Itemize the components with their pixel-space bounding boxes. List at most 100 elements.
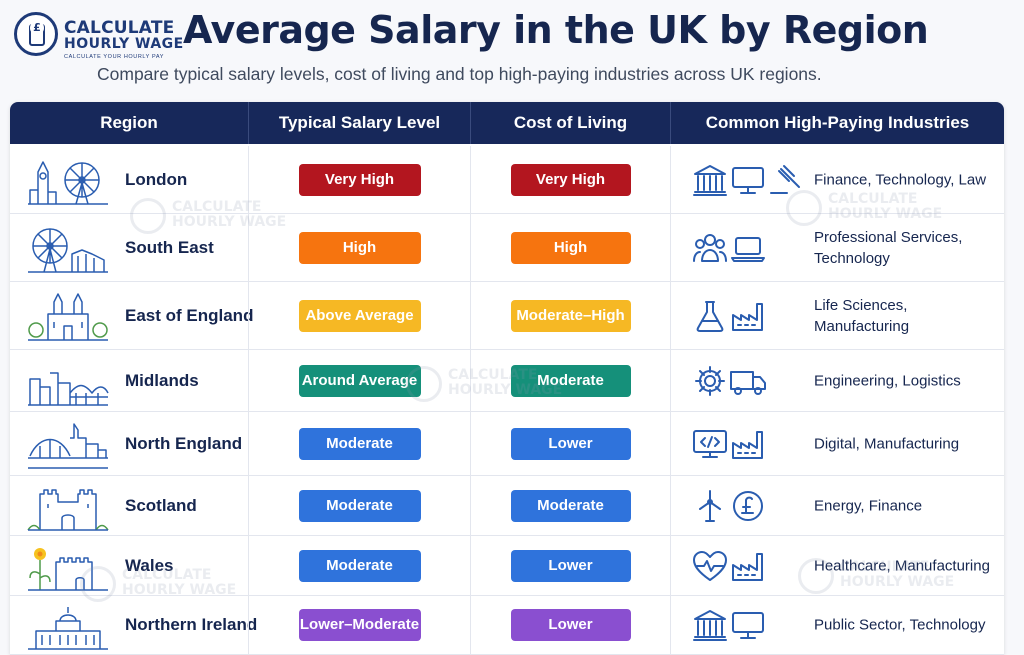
salary-level-cell: Around Average (248, 350, 470, 411)
column-header-industries: Common High-Paying Industries (670, 102, 1004, 144)
salary-level-badge: High (298, 231, 421, 264)
bank-icon (691, 608, 729, 642)
cost-of-living-cell: Moderate (470, 476, 670, 535)
column-header-region: Region (100, 113, 158, 132)
region-name: London (125, 169, 188, 189)
castle-icon (26, 478, 110, 534)
table-row-london: London Very High Very High Finance, Technol… (10, 146, 1004, 214)
ferris-wheel-cliffs-icon (26, 220, 110, 276)
table-row-northern-ireland: Northern Ireland Lower–Moderate Lower Publi… (10, 596, 1004, 655)
cost-of-living-badge: High (510, 231, 631, 264)
region-cell: East of England (10, 282, 253, 349)
cost-of-living-cell: High (470, 214, 670, 281)
parliament-building-icon (26, 597, 110, 653)
heart-pulse-icon (691, 549, 729, 583)
cost-of-living-cell: Very High (470, 146, 670, 213)
gavel-icon (767, 163, 805, 197)
cost-of-living-badge: Lower (510, 427, 631, 460)
industries-cell: Digital, Manufacturing (670, 412, 1004, 475)
flask-icon (691, 299, 729, 333)
region-name: North England (125, 433, 243, 453)
cost-of-living-badge: Very High (510, 163, 631, 196)
region-cell: Midlands (10, 350, 248, 411)
region-name: Scotland (125, 495, 197, 515)
region-name: Northern Ireland (125, 615, 258, 634)
cost-of-living-badge: Lower (510, 549, 631, 582)
salary-level-cell: Moderate (248, 536, 470, 595)
industries-text: Energy, Finance (814, 497, 923, 514)
brand-name-line1: CALCULATE (64, 18, 175, 38)
cost-of-living-cell: Moderate (470, 350, 670, 411)
factory-icon (729, 427, 767, 461)
industries-text: Life Sciences, Manufacturing (814, 296, 910, 335)
cost-of-living-cell: Moderate–High (470, 282, 670, 349)
region-cell: London (10, 146, 248, 213)
truck-icon (729, 364, 767, 398)
page-header: £ CALCULATE HOURLY WAGE CALCULATE YOUR H… (0, 0, 1024, 100)
monitor-icon (729, 163, 767, 197)
daffodil-castle-icon (26, 538, 110, 594)
region-cell: Scotland (10, 476, 248, 535)
salary-level-cell: Lower–Moderate (248, 596, 470, 654)
salary-level-badge: Very High (298, 163, 421, 196)
column-header-cost: Cost of Living (470, 102, 670, 144)
cost-of-living-cell: Lower (470, 412, 670, 475)
industries-text: Healthcare, Manufacturing (814, 557, 990, 574)
region-cell: Northern Ireland (10, 596, 257, 654)
page-title: Average Salary in the UK by Region (183, 8, 929, 52)
industries-text: Digital, Manufacturing (814, 435, 960, 452)
cost-of-living-cell: Lower (470, 536, 670, 595)
factory-icon (729, 299, 767, 333)
code-monitor-icon (691, 427, 729, 461)
salary-table: Region Typical Salary Level Cost of Livi… (10, 102, 1004, 655)
people-icon (691, 231, 729, 265)
industries-text: Public Sector, Technology (814, 616, 986, 634)
cost-of-living-badge: Lower (510, 609, 631, 641)
brand-tagline: CALCULATE YOUR HOURLY PAY (64, 54, 164, 60)
salary-level-cell: Very High (248, 146, 470, 213)
table-row-east-of-england: East of England Above Average Moderate–Hig… (10, 282, 1004, 350)
region-cell: South East (10, 214, 248, 281)
salary-level-badge: Moderate (298, 427, 421, 460)
salary-level-badge: Above Average (298, 299, 421, 332)
wind-turbine-icon (691, 489, 729, 523)
column-header-salary: Typical Salary Level (248, 102, 470, 144)
industries-cell: Finance, Technology, Law (670, 146, 1004, 213)
region-name: East of England (125, 305, 254, 325)
bank-icon (691, 163, 729, 197)
salary-level-badge: Around Average (298, 364, 421, 397)
salary-level-badge: Moderate (298, 549, 421, 582)
industries-cell: Life Sciences, Manufacturing (670, 282, 1004, 349)
tyne-bridge-skyline-icon (26, 416, 110, 472)
page-subtitle: Compare typical salary levels, cost of l… (97, 64, 822, 84)
table-row-midlands: Midlands Around Average Moderate Engineerin… (10, 350, 1004, 412)
industries-cell: Professional Services, Technology (670, 214, 1004, 281)
region-cell: North England (10, 412, 248, 475)
industries-text: Engineering, Logistics (814, 372, 961, 389)
salary-level-cell: Moderate (248, 412, 470, 475)
table-row-south-east: South East High High Professional Services,… (10, 214, 1004, 282)
brand-name-line2: HOURLY WAGE (64, 36, 184, 52)
laptop-icon (729, 231, 767, 265)
industries-cell: Public Sector, Technology (670, 596, 1004, 654)
salary-level-cell: Moderate (248, 476, 470, 535)
cost-of-living-cell: Lower (470, 596, 670, 654)
table-row-wales: Wales Moderate Lower Healthcare, Manufactur… (10, 536, 1004, 596)
pound-coin-icon (729, 489, 767, 523)
industries-cell: Engineering, Logistics (670, 350, 1004, 411)
industries-text: Professional Services, Technology (814, 228, 963, 267)
region-cell: Wales (10, 536, 248, 595)
table-row-north-england: North England Moderate Lower Digital, Manuf… (10, 412, 1004, 476)
factory-icon (729, 549, 767, 583)
big-ben-london-eye-icon (26, 152, 110, 208)
table-header: Region Typical Salary Level Cost of Livi… (10, 102, 1004, 144)
salary-level-cell: High (248, 214, 470, 281)
industrial-city-bridge-icon (26, 353, 110, 409)
industries-cell: Energy, Finance (670, 476, 1004, 535)
table-row-scotland: Scotland Moderate Moderate Energy, Finance (10, 476, 1004, 536)
brand-logo[interactable]: £ CALCULATE HOURLY WAGE CALCULATE YOUR H… (12, 10, 184, 62)
region-name: Wales (125, 555, 174, 575)
salary-level-badge: Moderate (298, 489, 421, 522)
industries-cell: Healthcare, Manufacturing (670, 536, 1004, 595)
region-name: Midlands (125, 370, 199, 390)
